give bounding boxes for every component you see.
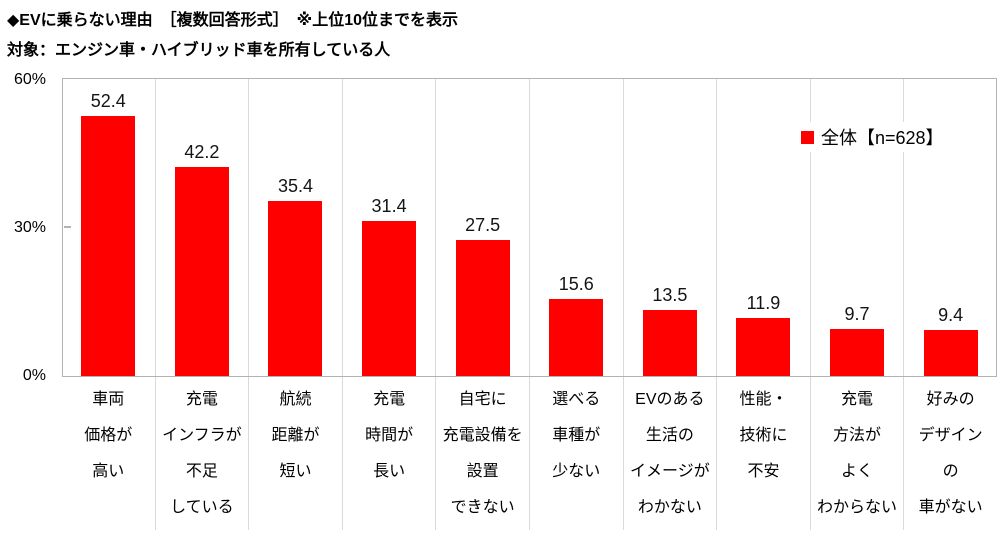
category-label-line: 技術に <box>739 427 788 444</box>
y-axis-tick-30: 30% <box>13 219 46 236</box>
category-column: 42.2 充電インフラが不足している <box>156 78 250 530</box>
category-column: 31.4 充電時間が長い <box>343 78 437 530</box>
category-label-line: 少ない <box>552 463 601 480</box>
category-label-line: 性能・ <box>739 391 788 408</box>
category-column: 9.7 充電方法がよくわからない <box>811 78 905 530</box>
category-label-line: デザイン <box>918 427 983 444</box>
category-label-line: の <box>942 463 959 480</box>
bar <box>268 200 323 377</box>
bar <box>923 330 978 377</box>
category-label-line: 長い <box>373 463 406 480</box>
category-label-line: 価格が <box>84 427 133 444</box>
category-label-line: 時間が <box>365 427 414 444</box>
bar <box>642 309 697 377</box>
category-label-line: 不安 <box>747 463 780 480</box>
legend-swatch-icon <box>801 130 814 144</box>
bar-slot: 11.9 <box>717 78 810 377</box>
bar-slot: 52.4 <box>62 78 155 377</box>
bar-slot: 35.4 <box>249 78 342 377</box>
category-label-line: 充電設備を <box>442 427 523 444</box>
category-label: 航続 距離が 短い <box>249 382 342 490</box>
bar-value-label: 15.6 <box>558 274 594 295</box>
bar-slot: 9.7 <box>811 78 904 377</box>
category-label-line: わからない <box>817 499 898 516</box>
bar-columns: 52.4 車両 価格が 高い 42.2 充電 インフラが 不足 している 35.4 航続 距離が 短い 3… <box>62 78 997 530</box>
bar-value-label: 35.4 <box>277 175 313 196</box>
bar <box>455 239 510 377</box>
bar-slot: 31.4 <box>343 78 436 377</box>
category-label-line: 設置 <box>466 463 499 480</box>
plot-area: 52.4 車両 価格が 高い 42.2 充電 インフラが 不足 している 35.4 航続 距離が 短い 3… <box>62 78 997 530</box>
category-label-line: 車種が <box>552 427 601 444</box>
category-label-line: 距離が <box>271 427 320 444</box>
category-label: 性能・ 技術に 不安 <box>717 382 810 490</box>
bar-slot: 13.5 <box>624 78 717 377</box>
category-label-line: よく <box>841 463 874 480</box>
category-label-line: 生活の <box>645 427 694 444</box>
bar-value-label: 13.5 <box>652 284 688 305</box>
category-label-line: インフラが <box>162 427 242 444</box>
bar-value-label: 9.7 <box>844 303 870 324</box>
bar-value-label: 9.4 <box>938 305 964 326</box>
bar-slot: 27.5 <box>436 78 529 377</box>
bar-value-label: 42.2 <box>184 141 220 162</box>
category-label-line: 航続 <box>279 391 312 408</box>
category-label-line: 車がない <box>918 499 983 516</box>
category-label: 自宅に充電設備を設置できない <box>436 382 529 526</box>
category-label: 充電方法がよくわからない <box>811 382 904 526</box>
category-label: 車両 価格が 高い <box>62 382 155 490</box>
category-label-line: わかない <box>637 499 702 516</box>
chart-title: ◆EVに乗らない理由 ［複数回答形式］ ※上位10位までを表示 <box>7 12 459 29</box>
y-axis-tick-mark-30 <box>63 226 71 228</box>
bar-value-label: 31.4 <box>371 195 407 216</box>
bar <box>830 328 885 377</box>
bar-slot: 42.2 <box>156 78 249 377</box>
bar-slot: 9.4 <box>904 78 997 377</box>
category-label-line: 好みの <box>926 391 975 408</box>
category-label-line: 選べる <box>552 391 601 408</box>
category-label: 充電インフラが不足している <box>156 382 249 526</box>
y-axis-tick-0: 0% <box>22 367 46 384</box>
bar-value-label: 52.4 <box>90 90 126 111</box>
category-label-line: 充電 <box>185 391 218 408</box>
category-label-line: 充電 <box>373 391 406 408</box>
category-column: 52.4 車両価格が高い <box>62 78 156 530</box>
category-column: 13.5 EVのある生活のイメージがわかない <box>624 78 718 530</box>
category-label-line: できない <box>450 499 515 516</box>
bar <box>174 166 229 377</box>
bar-value-label: 11.9 <box>746 292 781 313</box>
category-label-line: 不足 <box>185 463 218 480</box>
category-label-line: 車両 <box>92 391 125 408</box>
category-label-line: 方法が <box>833 427 882 444</box>
category-label-line: 充電 <box>841 391 874 408</box>
category-label-line: 短い <box>279 463 312 480</box>
category-column: 11.9 性能・技術に不安 <box>717 78 811 530</box>
category-column: 35.4 航続距離が短い <box>249 78 343 530</box>
category-label-line: 高い <box>92 463 125 480</box>
category-label: EVのある生活のイメージがわかない <box>624 382 717 526</box>
bar <box>736 317 791 377</box>
y-axis-tick-60: 60% <box>13 71 46 88</box>
category-label: 充電 時間が 長い <box>343 382 436 490</box>
legend: 全体【n=628】 <box>796 122 949 152</box>
bar <box>362 220 417 377</box>
bar-slot: 15.6 <box>530 78 623 377</box>
category-label-line: 自宅に <box>458 391 507 408</box>
category-label: 選べる 車種が 少ない <box>530 382 623 490</box>
category-label-line: している <box>170 499 234 516</box>
category-column: 27.5 自宅に充電設備を設置できない <box>436 78 530 530</box>
category-label-line: イメージが <box>630 463 710 480</box>
chart-subtitle: 対象：エンジン車・ハイブリッド車を所有している人 <box>7 42 391 59</box>
category-column: 9.4 好みのデザインの車がない <box>904 78 997 530</box>
bar-value-label: 27.5 <box>465 214 501 235</box>
legend-label: 全体【n=628】 <box>821 128 944 148</box>
category-label: 好みのデザインの車がない <box>904 382 997 526</box>
category-label-line: EVのある <box>635 391 705 408</box>
bar <box>81 115 136 377</box>
bar <box>549 299 604 377</box>
category-column: 15.6 選べる車種が少ない <box>530 78 624 530</box>
